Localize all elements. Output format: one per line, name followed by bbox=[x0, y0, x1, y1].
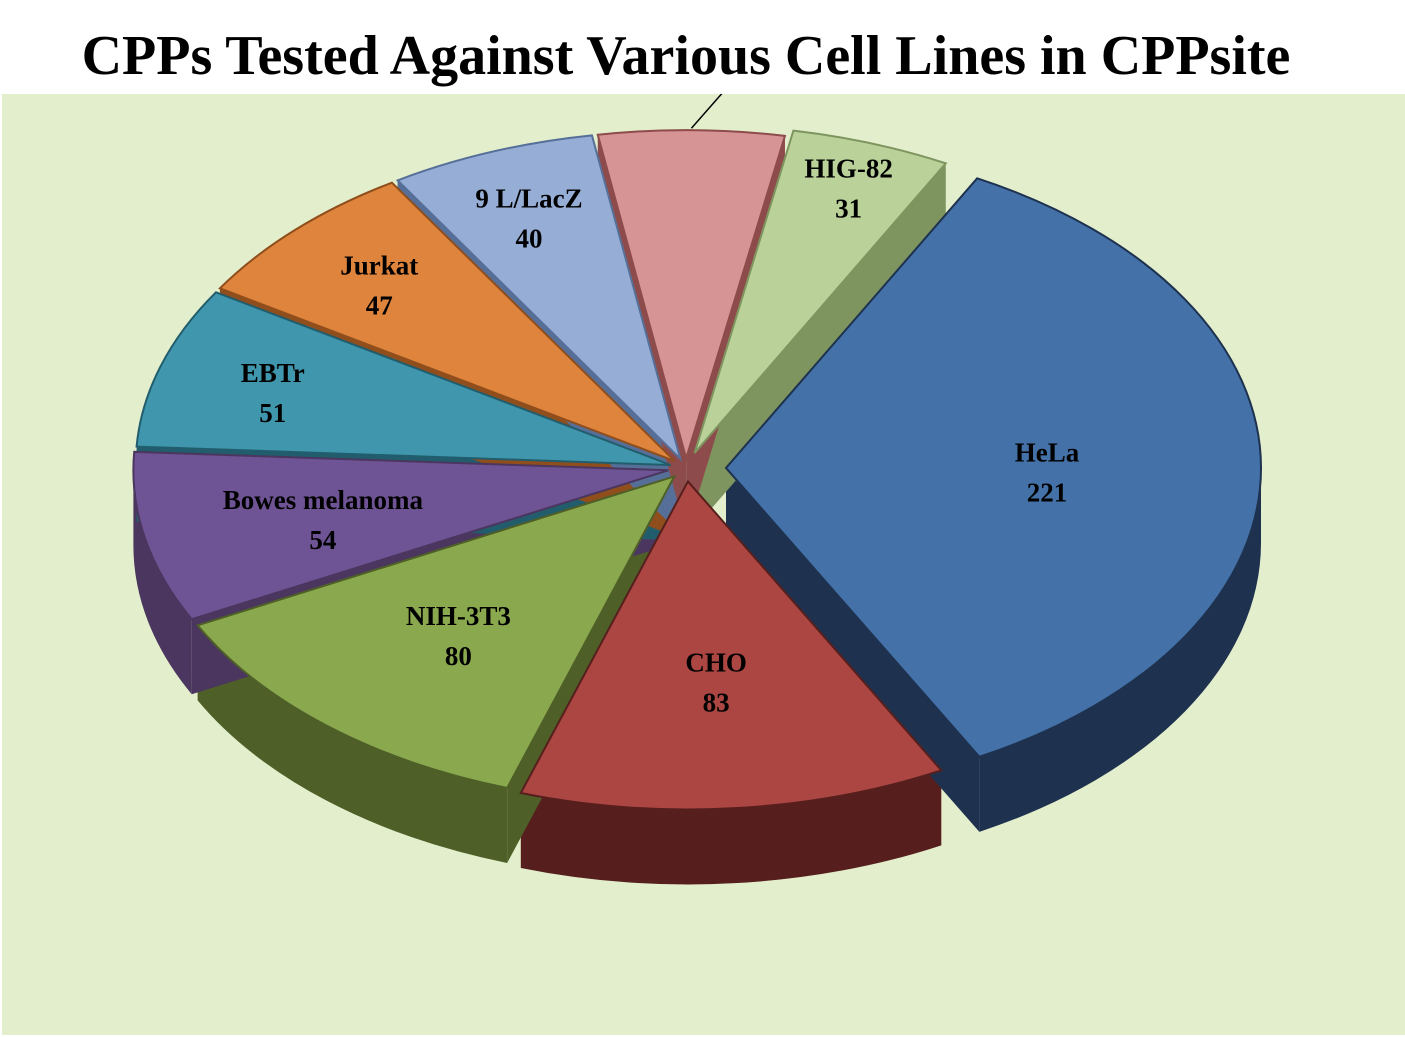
value-label: 47 bbox=[366, 290, 393, 320]
category-label: EBTr bbox=[241, 358, 305, 388]
category-label: Bowes melanoma bbox=[223, 485, 424, 515]
pie-slice-ebtr bbox=[135, 291, 672, 467]
data-label: 9 L/LacZ 40 bbox=[475, 183, 582, 253]
pie-slice-9-l-lacz bbox=[395, 134, 683, 463]
category-label: HIG-82 bbox=[804, 154, 893, 184]
chart-title: CPPs Tested Against Various Cell Lines i… bbox=[81, 25, 1291, 87]
pie-slice-nih-3t3 bbox=[195, 474, 677, 790]
data-label: NIH-3T3 80 bbox=[406, 601, 511, 671]
data-label: HeLa 221 bbox=[1015, 437, 1080, 507]
data-label: Jurkat 47 bbox=[340, 250, 418, 320]
slice-tops bbox=[132, 129, 1262, 811]
value-label: 83 bbox=[703, 687, 730, 717]
pie-slice-bowes-melanoma bbox=[132, 450, 669, 621]
category-label: Jurkat bbox=[340, 250, 418, 280]
data-label: EBTr 51 bbox=[241, 358, 305, 428]
slice-side-cho bbox=[520, 770, 942, 885]
value-label: 40 bbox=[515, 223, 542, 253]
pie-slice-hela bbox=[724, 177, 1262, 758]
data-label: HIG-82 31 bbox=[804, 154, 893, 224]
value-label: 51 bbox=[259, 398, 286, 428]
pie-slice-cho bbox=[519, 479, 944, 811]
category-label: HeLa bbox=[1015, 437, 1080, 467]
slice-labels: HeLa 221 CHO 83 NIH-3T3 80 Bowes melanoma 54 EBT… bbox=[223, 94, 1080, 717]
data-label: CHO 83 bbox=[685, 647, 747, 717]
slice-side-hela bbox=[979, 467, 1261, 832]
pie-slice-jurkat bbox=[218, 181, 676, 463]
pie-slice-hig-82 bbox=[693, 129, 948, 454]
category-label: 9 L/LacZ bbox=[475, 183, 582, 213]
value-label: 54 bbox=[309, 525, 336, 555]
category-label: NIH-3T3 bbox=[406, 601, 511, 631]
category-label: CHO bbox=[685, 647, 747, 677]
value-label: 80 bbox=[445, 641, 472, 671]
slice-side-nih-3t3 bbox=[197, 625, 508, 863]
pie-slice-raw246-7 bbox=[596, 129, 787, 462]
value-label: 221 bbox=[1027, 477, 1068, 507]
pie-chart: HeLa 221 CHO 83 NIH-3T3 80 Bowes melanoma 54 EBT… bbox=[132, 94, 1262, 885]
leader-line bbox=[690, 94, 723, 129]
plot-area: HeLa 221 CHO 83 NIH-3T3 80 Bowes melanoma 54 EBT… bbox=[2, 94, 1405, 1035]
data-label: Bowes melanoma 54 bbox=[223, 485, 424, 555]
slice-side-bowes-melanoma bbox=[133, 470, 192, 695]
value-label: 31 bbox=[835, 194, 862, 224]
